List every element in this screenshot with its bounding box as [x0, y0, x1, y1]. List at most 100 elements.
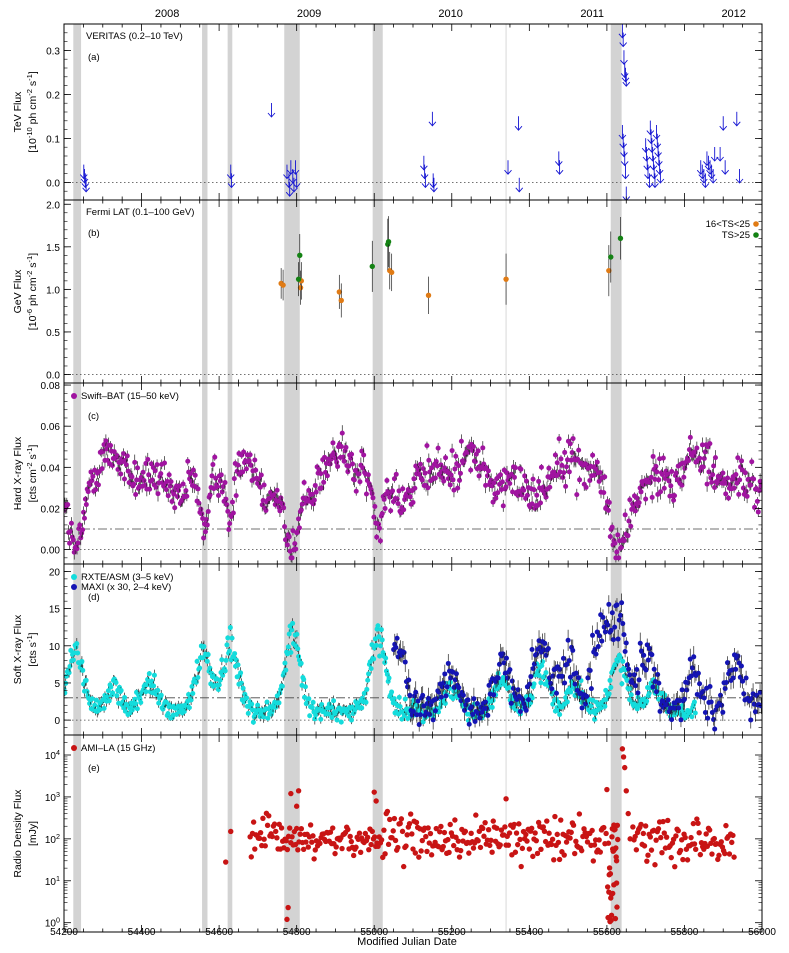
soft-xray-point: [593, 651, 599, 657]
ami-point: [645, 852, 651, 858]
soft-xray-point: [105, 694, 111, 700]
soft-xray-point: [301, 677, 307, 683]
bat-point: [668, 483, 674, 489]
bat-point: [323, 461, 329, 467]
bat-point: [656, 477, 662, 483]
upper-limit-arrow: [706, 169, 714, 175]
shaded-interval: [284, 383, 300, 564]
ami-point: [310, 833, 316, 839]
ami-point: [248, 854, 254, 860]
soft-xray-point: [757, 689, 762, 695]
ami-point: [623, 788, 629, 794]
soft-xray-point: [442, 700, 448, 706]
panel-b-data: [278, 216, 624, 318]
upper-limit-arrow: [82, 187, 90, 193]
ami-point: [423, 833, 429, 840]
ami-point: [544, 818, 550, 824]
bat-point: [388, 508, 394, 514]
ami-point: [555, 839, 562, 846]
upper-limit-arrow: [650, 174, 659, 180]
bat-point: [559, 462, 565, 468]
ami-point: [490, 818, 496, 824]
bat-point: [739, 458, 745, 464]
bat-point: [240, 469, 246, 475]
upper-limit-arrow: [619, 42, 628, 48]
soft-xray-point: [110, 690, 116, 696]
soft-xray-point: [361, 690, 367, 696]
soft-xray-point: [382, 660, 388, 666]
bat-point: [429, 465, 435, 471]
ami-point: [339, 845, 345, 852]
ami-point: [512, 849, 519, 855]
soft-xray-point: [108, 684, 114, 690]
soft-xray-point: [610, 637, 616, 643]
soft-xray-point: [563, 695, 569, 701]
bat-point: [196, 500, 202, 506]
ami-point: [589, 827, 595, 834]
data-points: [64, 24, 762, 925]
soft-xray-point: [222, 668, 228, 674]
ami-point: [283, 838, 289, 844]
soft-xray-point: [456, 685, 462, 691]
bat-point: [220, 484, 226, 490]
soft-xray-point: [604, 696, 610, 702]
soft-xray-point: [608, 684, 614, 690]
soft-xray-point: [540, 659, 546, 665]
soft-xray-point: [505, 675, 511, 681]
soft-xray-point: [186, 692, 192, 698]
ami-point: [271, 821, 278, 827]
upper-limit-arrow: [514, 125, 523, 131]
soft-xray-point: [620, 621, 626, 627]
bat-point: [593, 466, 599, 472]
ami-point: [677, 847, 684, 854]
bat-point: [449, 448, 455, 454]
ami-point: [692, 846, 699, 852]
soft-xray-point: [240, 685, 246, 691]
ami-point: [608, 917, 614, 923]
upper-limit-arrow: [651, 183, 659, 189]
ami-point: [425, 825, 431, 831]
upper-limit-arrow: [648, 156, 657, 162]
soft-xray-point: [536, 672, 542, 678]
upper-limit-arrow: [504, 169, 512, 175]
bat-point: [723, 491, 729, 497]
bat-point: [224, 502, 230, 508]
upper-limit-arrow: [719, 125, 728, 131]
bat-point: [133, 492, 139, 498]
bat-point: [737, 477, 743, 483]
bat-point: [223, 496, 229, 502]
upper-limit-arrow: [642, 156, 651, 162]
ami-point: [653, 837, 659, 843]
ami-point: [348, 838, 355, 845]
soft-xray-point: [567, 674, 573, 680]
ami-point: [356, 830, 363, 836]
bat-point: [147, 486, 153, 492]
soft-xray-point: [458, 698, 464, 704]
bat-point: [574, 492, 580, 498]
bat-point: [162, 460, 168, 466]
soft-xray-point: [250, 719, 256, 725]
soft-xray-point: [120, 699, 126, 705]
soft-xray-point: [89, 696, 95, 702]
ami-point: [632, 833, 638, 840]
ami-point: [506, 830, 513, 836]
bat-point: [68, 520, 74, 526]
bat-point: [281, 505, 287, 511]
ami-point: [578, 847, 585, 854]
soft-xray-point: [627, 685, 633, 691]
fermi-point: [425, 292, 432, 299]
soft-xray-point: [628, 692, 634, 698]
soft-xray-point: [705, 715, 711, 721]
bat-point: [188, 471, 194, 477]
soft-xray-point: [564, 661, 570, 667]
bat-point: [168, 479, 174, 485]
soft-xray-point: [445, 660, 451, 666]
bat-point: [590, 452, 596, 458]
soft-xray-point: [298, 660, 304, 666]
upper-limit-arrow: [429, 183, 438, 189]
bat-point: [607, 534, 613, 540]
year-label: 2012: [721, 8, 745, 20]
upper-limit-arrow: [648, 147, 656, 153]
ami-point: [524, 838, 530, 844]
bat-point: [149, 477, 155, 483]
